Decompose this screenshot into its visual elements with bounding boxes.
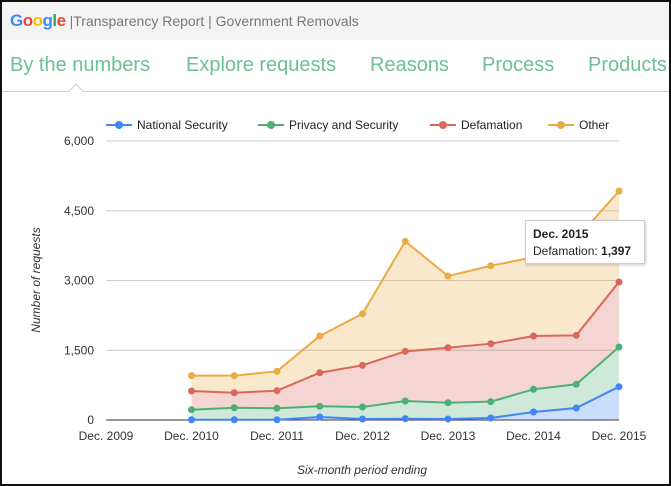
data-point [572, 380, 580, 388]
data-point [316, 369, 324, 377]
data-point [188, 387, 195, 395]
data-point [615, 383, 623, 391]
tooltip-title: Dec. 2015 [533, 227, 589, 241]
data-point [359, 361, 366, 369]
data-point [359, 415, 366, 423]
data-point [615, 187, 623, 195]
data-point [487, 262, 495, 270]
tooltip-value: 1,397 [601, 244, 632, 258]
data-point [316, 413, 324, 421]
tab-reasons[interactable]: Reasons [370, 54, 449, 76]
data-point [530, 385, 537, 393]
x-tick-label: Dec. 2009 [79, 429, 134, 443]
y-tick-label: 0 [87, 413, 94, 427]
y-tick-label: 4,500 [64, 204, 94, 218]
y-tick-label: 3,000 [64, 274, 94, 288]
data-point [487, 414, 495, 422]
legend-label: Privacy and Security [289, 118, 398, 132]
data-point [316, 402, 324, 410]
tooltip: Dec. 2015 Defamation: 1,397 [525, 220, 645, 264]
tab-explore-requests[interactable]: Explore requests [186, 54, 337, 76]
legend-marker [439, 121, 447, 129]
area-other [191, 191, 619, 393]
legend-label: Other [579, 118, 609, 132]
data-point [230, 372, 238, 380]
x-tick-label: Dec. 2012 [335, 429, 390, 443]
x-tick-label: Dec. 2011 [250, 429, 304, 443]
data-point [487, 340, 495, 348]
data-point [359, 403, 366, 411]
x-tick-label: Dec. 2015 [592, 429, 647, 443]
x-tick-label: Dec. 2014 [506, 429, 561, 443]
tab-products[interactable]: Products [588, 54, 667, 76]
tooltip-label: Defamation: [533, 244, 598, 258]
data-point [230, 404, 238, 412]
y-tick-label: 1,500 [64, 343, 94, 357]
data-point [487, 398, 495, 406]
x-axis-label: Six-month period ending [297, 463, 427, 477]
nav-tabs: By the numbers Explore requests Reasons … [2, 52, 669, 92]
area-national-security [191, 386, 619, 420]
data-point [401, 237, 409, 245]
x-tick-label: Dec. 2013 [421, 429, 476, 443]
data-point [444, 344, 452, 352]
data-point [444, 415, 452, 423]
data-point [230, 416, 238, 424]
legend-label: Defamation [461, 118, 522, 132]
data-point [359, 310, 366, 318]
data-point [230, 389, 238, 397]
tab-process[interactable]: Process [482, 54, 555, 76]
google-logo[interactable]: Google [10, 11, 66, 30]
data-point [401, 415, 409, 423]
data-point [273, 367, 281, 375]
data-point [188, 416, 195, 424]
data-point [572, 404, 580, 412]
tab-by-the-numbers[interactable]: By the numbers [10, 54, 151, 76]
data-point [444, 272, 452, 280]
data-point [188, 406, 195, 414]
header-title: |Transparency Report | Government Remova… [69, 13, 359, 29]
area-defamation [191, 282, 619, 410]
data-point [615, 278, 623, 286]
area-privacy-and-security [191, 346, 619, 420]
data-point [530, 332, 537, 340]
data-point [273, 387, 281, 395]
data-point [316, 332, 324, 340]
y-axis-label: Number of requests [29, 227, 43, 332]
data-point [188, 372, 195, 380]
data-point [401, 347, 409, 355]
data-point [572, 331, 580, 339]
data-point [615, 343, 623, 351]
data-point [273, 416, 281, 424]
x-tick-label: Dec. 2010 [164, 429, 219, 443]
legend-marker [267, 121, 275, 129]
y-tick-label: 6,000 [64, 134, 94, 148]
data-point [530, 408, 537, 416]
header: Google |Transparency Report | Government… [2, 2, 669, 40]
legend-marker [115, 121, 123, 129]
legend-marker [557, 121, 565, 129]
data-point [444, 399, 452, 407]
data-point [273, 404, 281, 412]
legend-label: National Security [137, 118, 228, 132]
data-point [401, 397, 409, 405]
